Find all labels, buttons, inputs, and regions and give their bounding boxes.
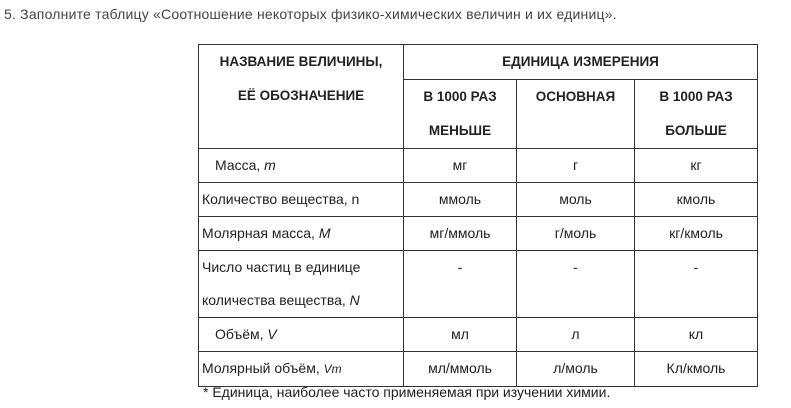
header-larger-line1: В 1000 РАЗ bbox=[659, 89, 733, 104]
header-base-label: ОСНОВНАЯ bbox=[535, 89, 616, 104]
row-name-text: Молярная масса, bbox=[202, 225, 319, 241]
cell-base: г bbox=[516, 148, 635, 183]
cell-smaller: мг/ммоль bbox=[403, 216, 517, 251]
cell-base: моль bbox=[516, 182, 635, 217]
header-unit: ЕДИНИЦА ИЗМЕРЕНИЯ bbox=[403, 44, 758, 80]
row-name: Молярная масса, M bbox=[198, 216, 404, 251]
row-symbol: m bbox=[264, 157, 276, 173]
table-row: Молярный объём, Vm мл/ммоль л/моль Кл/км… bbox=[198, 351, 758, 387]
cell-larger: кл bbox=[634, 317, 758, 352]
header-name-line2: ЕЁ ОБОЗНАЧЕНИЕ bbox=[237, 88, 365, 103]
row-name-text: Количество вещества, n bbox=[202, 191, 360, 207]
cell-larger: Кл/кмоль bbox=[634, 351, 758, 387]
row-name: Число частиц в единице количества вещест… bbox=[198, 250, 404, 318]
row-symbol: Vm bbox=[323, 362, 342, 376]
row-name: Масса, m bbox=[198, 148, 404, 183]
units-table: НАЗВАНИЕ ВЕЛИЧИНЫ, ЕЁ ОБОЗНАЧЕНИЕ ЕДИНИЦ… bbox=[198, 44, 758, 387]
cell-smaller: ммоль bbox=[403, 182, 517, 217]
row-symbol: M bbox=[318, 225, 331, 241]
row-symbol: V bbox=[267, 326, 277, 342]
row-name: Количество вещества, n bbox=[198, 182, 404, 217]
row-name: Молярный объём, Vm bbox=[198, 351, 404, 387]
task-text: 5. Заполните таблицу «Соотношение некото… bbox=[4, 6, 617, 22]
header-smaller: В 1000 РАЗ МЕНЬШЕ bbox=[403, 79, 517, 149]
cell-larger: кг/кмоль bbox=[634, 216, 758, 251]
cell-base: - bbox=[516, 250, 635, 318]
header-base: ОСНОВНАЯ bbox=[516, 79, 635, 149]
header-name-cell: НАЗВАНИЕ ВЕЛИЧИНЫ, ЕЁ ОБОЗНАЧЕНИЕ bbox=[198, 44, 404, 149]
cell-base: л bbox=[516, 317, 635, 352]
cell-smaller: мг bbox=[403, 148, 517, 183]
cell-base: г/моль bbox=[516, 216, 635, 251]
table-row: Число частиц в единице количества вещест… bbox=[198, 250, 758, 318]
table-row: Молярная масса, M мг/ммоль г/моль кг/кмо… bbox=[198, 216, 758, 251]
cell-smaller: мл/ммоль bbox=[403, 351, 517, 387]
header-larger: В 1000 РАЗ БОЛЬШЕ bbox=[634, 79, 758, 149]
cell-larger: кмоль bbox=[634, 182, 758, 217]
row-name-line1: Число частиц в единице bbox=[202, 259, 361, 275]
row-name-text: количества вещества, bbox=[202, 292, 350, 308]
header-name-line1: НАЗВАНИЕ ВЕЛИЧИНЫ, bbox=[219, 54, 383, 69]
row-name-text: Объём, bbox=[215, 326, 268, 342]
row-name-text: Масса, bbox=[215, 157, 265, 173]
header-larger-line2: БОЛЬШЕ bbox=[665, 123, 727, 138]
table-row: Количество вещества, n ммоль моль кмоль bbox=[198, 182, 758, 217]
cell-base: л/моль bbox=[516, 351, 635, 387]
table-row: Масса, m мг г кг bbox=[198, 148, 758, 183]
cell-larger: кг bbox=[634, 148, 758, 183]
row-name-text: Молярный объём, bbox=[202, 360, 324, 376]
cell-smaller: - bbox=[403, 250, 517, 318]
footnote: * Единица, наиболее часто применяемая пр… bbox=[203, 384, 611, 400]
cell-larger: - bbox=[634, 250, 758, 318]
table-row: Объём, V мл л кл bbox=[198, 317, 758, 352]
row-name: Объём, V bbox=[198, 317, 404, 352]
header-smaller-line1: В 1000 РАЗ bbox=[423, 89, 497, 104]
header-smaller-line2: МЕНЬШЕ bbox=[428, 123, 492, 138]
row-symbol: N bbox=[349, 292, 360, 308]
cell-smaller: мл bbox=[403, 317, 517, 352]
